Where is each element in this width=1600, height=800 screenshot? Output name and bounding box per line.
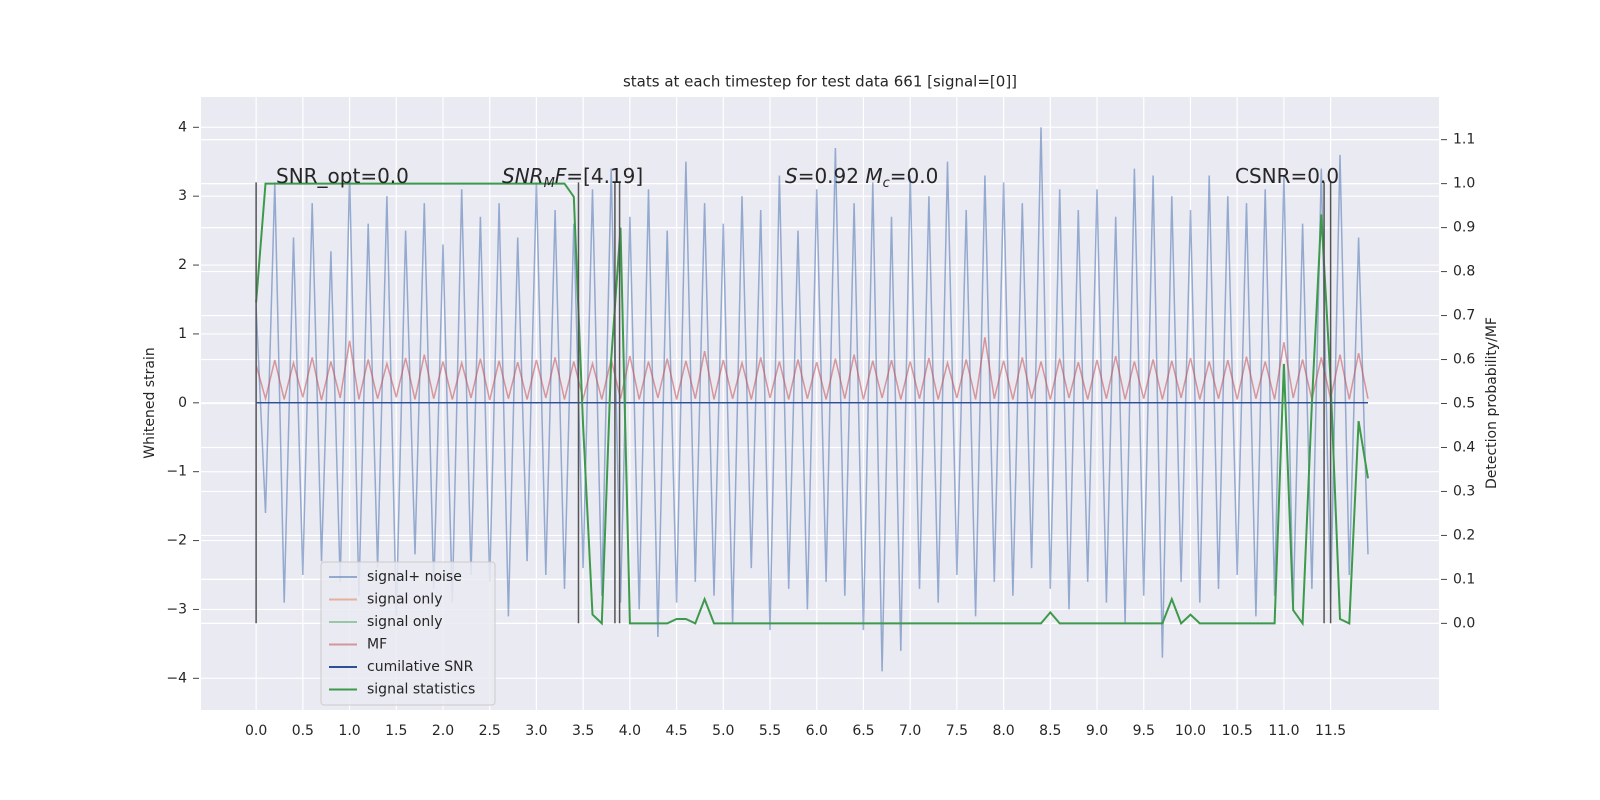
- x-tick-label: 0.5: [292, 723, 314, 739]
- x-tick-label: 6.0: [806, 723, 828, 739]
- annotation: SNR_opt=0.0: [276, 164, 409, 188]
- annotation-part: =0.0: [890, 164, 939, 188]
- legend-label: signal only: [367, 592, 442, 608]
- series-line: [255, 127, 1369, 672]
- annotation: SNRMF=[4.19]: [502, 164, 643, 191]
- x-tick-label: 10.5: [1222, 723, 1253, 739]
- x-tick-label: 3.0: [525, 723, 547, 739]
- x-tick-label: 6.5: [852, 723, 874, 739]
- chart-title: stats at each timestep for test data 661…: [623, 73, 1017, 91]
- y-axis-label: Whitened strain: [142, 347, 158, 458]
- x-tick-label: 9.0: [1086, 723, 1108, 739]
- annotation: CSNR=0.0: [1235, 164, 1339, 188]
- y2-tick-label: 0.2: [1453, 527, 1475, 543]
- annotation: S=0.92 Mc=0.0: [785, 164, 938, 191]
- x-tick-label: 5.5: [759, 723, 781, 739]
- x-tick-label: 7.0: [899, 723, 921, 739]
- y-tick-label: −1: [166, 464, 187, 480]
- x-tick-label: 3.5: [572, 723, 594, 739]
- y2-tick-label: 1.0: [1453, 176, 1475, 192]
- y2-tick-label: 0.3: [1453, 483, 1475, 499]
- annotation-part: =[4.19]: [566, 164, 643, 188]
- y-tick-label: −3: [166, 601, 187, 617]
- series-line: [255, 337, 1369, 402]
- x-tick-label: 4.0: [619, 723, 641, 739]
- legend-label: signal only: [367, 614, 442, 630]
- annotation-part: S: [785, 164, 798, 188]
- x-tick-label: 8.5: [1039, 723, 1061, 739]
- legend-label: signal statistics: [367, 682, 475, 698]
- y-tick-label: −4: [166, 670, 187, 686]
- y-tick-label: −2: [166, 533, 187, 549]
- annotation-part: SNR: [502, 164, 544, 188]
- x-tick-label: 5.0: [712, 723, 734, 739]
- y2-tick-label: 0.8: [1453, 264, 1475, 280]
- annotation-part: c: [883, 176, 890, 191]
- y-tick-label: 3: [178, 188, 187, 204]
- x-tick-label: 1.5: [385, 723, 407, 739]
- y-tick-label: 2: [178, 257, 187, 273]
- y2-tick-label: 0.7: [1453, 308, 1475, 324]
- y2-tick-label: 0.0: [1453, 615, 1475, 631]
- y-tick-label: 4: [178, 119, 187, 135]
- y2-tick-label: 0.1: [1453, 571, 1475, 587]
- x-tick-label: 2.5: [479, 723, 501, 739]
- annotation-part: =0.92: [798, 164, 866, 188]
- x-tick-label: 10.0: [1175, 723, 1206, 739]
- y-tick-label: 1: [178, 326, 187, 342]
- legend-label: signal+ noise: [367, 569, 462, 585]
- y-tick-label: 0: [178, 395, 187, 411]
- y2-tick-label: 0.5: [1453, 396, 1475, 412]
- x-tick-label: 0.0: [245, 723, 267, 739]
- annotation-part: F: [555, 164, 567, 188]
- legend-box: [320, 561, 496, 706]
- x-tick-label: 4.5: [665, 723, 687, 739]
- x-tick-label: 11.5: [1315, 723, 1346, 739]
- y2-axis-label: Detection probability/MF: [1484, 317, 1500, 489]
- x-tick-label: 2.0: [432, 723, 454, 739]
- annotation-part: SNR_opt=0.0: [276, 164, 409, 188]
- x-tick-label: 1.0: [338, 723, 360, 739]
- x-tick-label: 7.5: [946, 723, 968, 739]
- y2-tick-label: 0.6: [1453, 352, 1475, 368]
- y2-tick-label: 0.4: [1453, 439, 1475, 455]
- legend-label: MF: [367, 637, 387, 653]
- annotation-part: M: [544, 176, 555, 191]
- annotation-part: CSNR=0.0: [1235, 164, 1339, 188]
- x-tick-label: 8.0: [992, 723, 1014, 739]
- y2-tick-label: 1.1: [1453, 132, 1475, 148]
- series-line: [255, 182, 1369, 627]
- y2-tick-label: 0.9: [1453, 220, 1475, 236]
- x-tick-label: 11.0: [1268, 723, 1299, 739]
- x-tick-label: 9.5: [1133, 723, 1155, 739]
- annotation-part: M: [865, 164, 882, 188]
- legend-label: cumilative SNR: [367, 659, 474, 675]
